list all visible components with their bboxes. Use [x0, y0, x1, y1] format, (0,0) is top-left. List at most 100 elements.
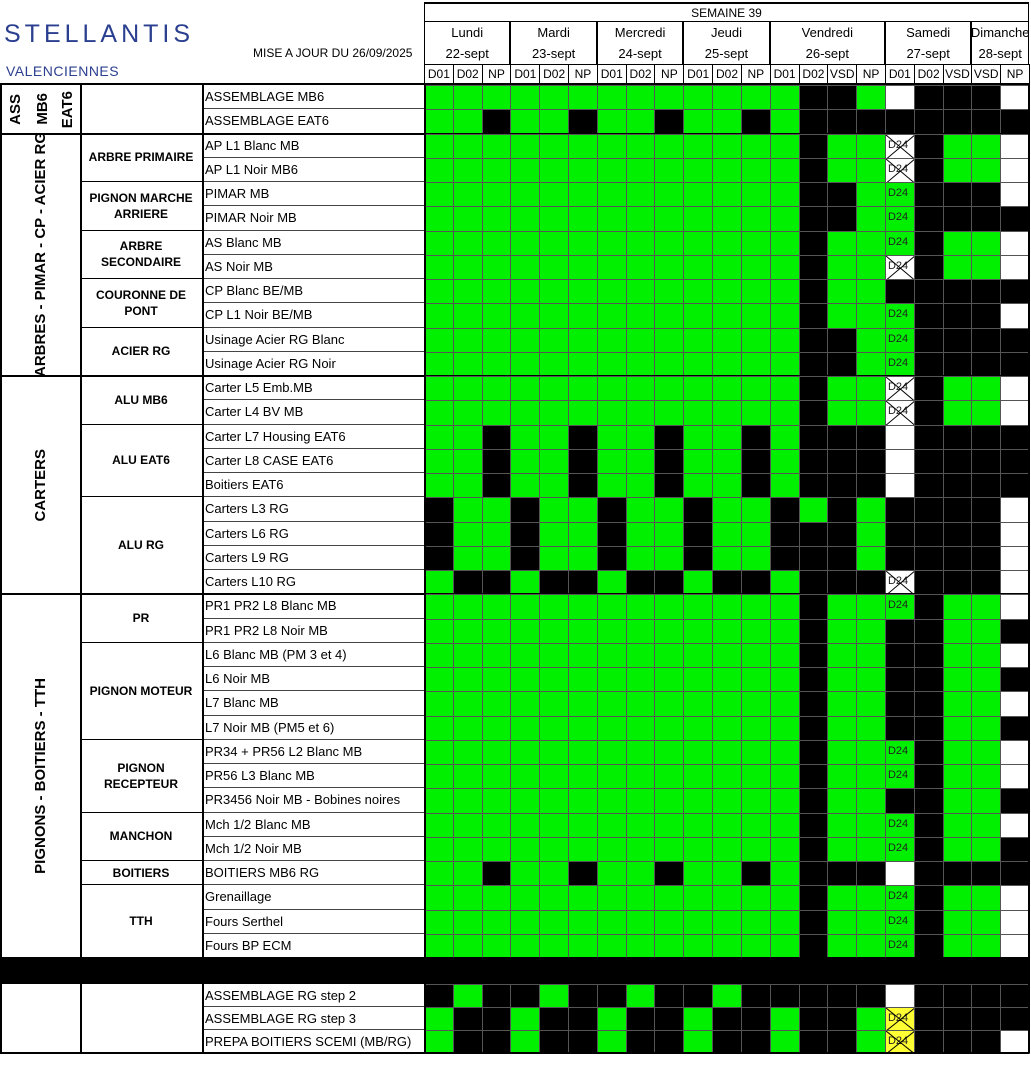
- cell: [798, 1007, 829, 1031]
- cell: [683, 327, 714, 353]
- cell: [769, 933, 800, 959]
- cell: [481, 279, 512, 305]
- cell-text: D24: [887, 332, 909, 345]
- cell: [856, 424, 886, 450]
- line-name: AP L1 Noir MB6: [202, 158, 424, 182]
- cell: [827, 448, 858, 474]
- logo: STELLANTIS: [4, 20, 195, 48]
- cell: [913, 303, 944, 329]
- cell: [654, 182, 685, 208]
- cell: [913, 473, 944, 499]
- cell: [510, 618, 541, 644]
- cell: [856, 594, 886, 620]
- cell: [798, 1030, 829, 1054]
- cell: [740, 303, 771, 329]
- cell: [1000, 764, 1030, 790]
- cell: [654, 933, 685, 959]
- cell: [740, 351, 771, 377]
- cell: [913, 691, 944, 717]
- cell: [913, 861, 944, 887]
- week: SEMAINE 39: [424, 2, 1029, 22]
- cell: [913, 497, 944, 523]
- cell: [856, 473, 886, 499]
- cell: [769, 157, 800, 183]
- cell: [1000, 424, 1030, 450]
- day: [424, 22, 511, 64]
- shift: D02: [625, 64, 656, 85]
- cell: [740, 836, 771, 862]
- cell: [539, 448, 570, 474]
- cell: [539, 642, 570, 668]
- cell: [1000, 984, 1030, 1008]
- cell: [769, 206, 800, 232]
- cell: [424, 376, 454, 402]
- cell: [596, 521, 627, 547]
- cell: [884, 279, 915, 305]
- cell: [654, 836, 685, 862]
- cell: [481, 133, 512, 159]
- cell: [424, 739, 454, 765]
- group-label: ASS: [6, 93, 24, 125]
- cell: [913, 279, 944, 305]
- cell: [481, 109, 512, 135]
- cell: [769, 1030, 800, 1054]
- cell: [683, 206, 714, 232]
- line-name: ASSEMBLAGE RG step 2: [202, 984, 424, 1007]
- cell: [1000, 861, 1030, 887]
- cell: [971, 861, 1002, 887]
- cell: [683, 424, 714, 450]
- cell: [712, 157, 742, 183]
- cell: [539, 303, 570, 329]
- cell: [856, 109, 886, 135]
- cell: [452, 85, 483, 111]
- cross: [885, 1031, 915, 1054]
- cell: [798, 133, 829, 159]
- cell: [827, 521, 858, 547]
- line-name: CP L1 Noir BE/MB: [202, 303, 424, 328]
- cell: [481, 642, 512, 668]
- cell: [769, 473, 800, 499]
- cell: [712, 764, 742, 790]
- cell: [884, 497, 915, 523]
- cell: [452, 812, 483, 838]
- day: [683, 22, 770, 64]
- cell: [769, 715, 800, 741]
- cell: [596, 230, 627, 256]
- cell: [1000, 933, 1030, 959]
- cell: [798, 984, 829, 1008]
- cell: [654, 206, 685, 232]
- subgroup: BOITIERS: [80, 861, 202, 886]
- cell: [568, 909, 598, 935]
- cell: [654, 424, 685, 450]
- cell: [1000, 497, 1030, 523]
- line-name: PR1 PR2 L8 Noir MB: [202, 619, 424, 643]
- cell: [712, 85, 742, 111]
- cell: [625, 570, 656, 596]
- cell: [452, 230, 483, 256]
- cell: [971, 570, 1002, 596]
- group-label: EAT6: [59, 90, 76, 128]
- cell: [625, 351, 656, 377]
- cell: [913, 788, 944, 814]
- day: [769, 22, 885, 64]
- group-label: ARBRES - PIMAR - CP - ACIER RG: [31, 133, 49, 377]
- cell: [481, 739, 512, 765]
- cell: [712, 521, 742, 547]
- cell: [510, 254, 541, 280]
- cell: [596, 836, 627, 862]
- shift: D01: [424, 64, 454, 85]
- cell: [625, 545, 656, 571]
- cell: [1000, 109, 1030, 135]
- cell: [856, 691, 886, 717]
- cell: [740, 109, 771, 135]
- day-name: Mardi: [537, 25, 570, 40]
- cell: [856, 521, 886, 547]
- cell: [481, 424, 512, 450]
- cell: [1000, 715, 1030, 741]
- cell: [827, 85, 858, 111]
- cell: [683, 764, 714, 790]
- shift: NP: [654, 64, 685, 85]
- cell: [424, 545, 454, 571]
- cell: [654, 279, 685, 305]
- cell: D24: [884, 182, 915, 208]
